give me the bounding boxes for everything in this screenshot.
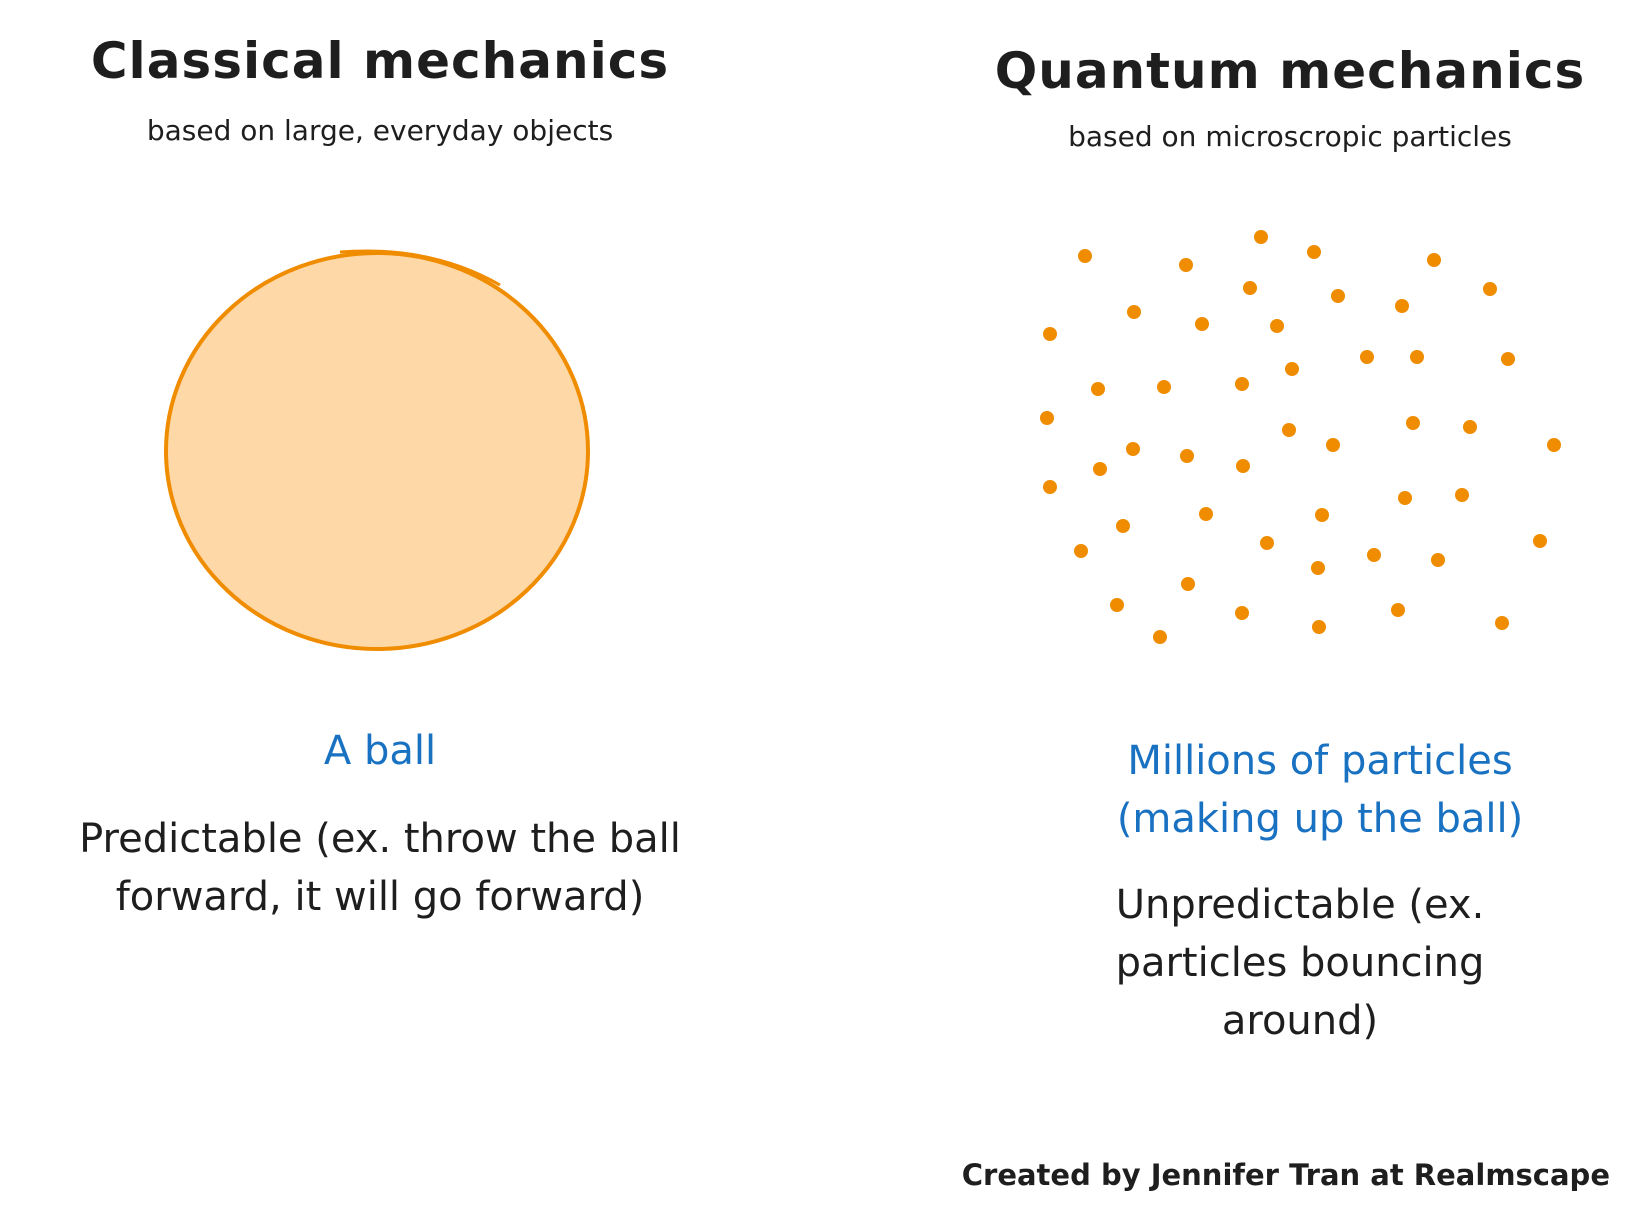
particle-dot bbox=[1236, 459, 1250, 473]
particle-dot bbox=[1547, 438, 1561, 452]
particle-dot bbox=[1074, 544, 1088, 558]
particle-dot bbox=[1199, 507, 1213, 521]
particles-caption: Millions of particles (making up the bal… bbox=[1116, 738, 1524, 842]
particle-dot bbox=[1311, 561, 1325, 575]
particle-dot bbox=[1260, 536, 1274, 550]
particle-dot bbox=[1153, 630, 1167, 644]
particle-dot bbox=[1181, 577, 1195, 591]
classical-title: Classical mechanics bbox=[90, 32, 670, 90]
particle-dot bbox=[1463, 420, 1477, 434]
particle-dot bbox=[1282, 423, 1296, 437]
particle-dot bbox=[1091, 382, 1105, 396]
particle-dot bbox=[1391, 603, 1405, 617]
particle-dot bbox=[1093, 462, 1107, 476]
particle-dot bbox=[1126, 442, 1140, 456]
particle-dot bbox=[1483, 282, 1497, 296]
particle-dot bbox=[1410, 350, 1424, 364]
particle-dot bbox=[1431, 553, 1445, 567]
particle-dot bbox=[1127, 305, 1141, 319]
particle-dot bbox=[1307, 245, 1321, 259]
ball-sketch-stroke bbox=[339, 249, 501, 287]
particle-dot bbox=[1254, 230, 1268, 244]
particle-dot bbox=[1180, 449, 1194, 463]
particle-dot bbox=[1367, 548, 1381, 562]
particle-dot bbox=[1195, 317, 1209, 331]
particle-dot bbox=[1043, 327, 1057, 341]
classical-subtitle: based on large, everyday objects bbox=[146, 114, 614, 147]
particle-dot bbox=[1235, 606, 1249, 620]
particle-dot bbox=[1315, 508, 1329, 522]
particle-dot bbox=[1406, 416, 1420, 430]
particle-dot bbox=[1427, 253, 1441, 267]
particle-dot bbox=[1395, 299, 1409, 313]
quantum-description: Unpredictable (ex. particles bouncing ar… bbox=[1115, 882, 1485, 1044]
particle-dot bbox=[1078, 249, 1092, 263]
particle-dot bbox=[1326, 438, 1340, 452]
particle-dot bbox=[1243, 281, 1257, 295]
particle-dot bbox=[1533, 534, 1547, 548]
ball-caption: A ball bbox=[323, 728, 437, 774]
particle-dot bbox=[1331, 289, 1345, 303]
particle-dot bbox=[1270, 319, 1284, 333]
particle-dot bbox=[1398, 491, 1412, 505]
particle-dot bbox=[1110, 598, 1124, 612]
quantum-title: Quantum mechanics bbox=[994, 42, 1586, 100]
particle-cloud bbox=[1040, 230, 1561, 644]
particle-dot bbox=[1116, 519, 1130, 533]
particle-dot bbox=[1501, 352, 1515, 366]
particle-dot bbox=[1040, 411, 1054, 425]
particle-dot bbox=[1179, 258, 1193, 272]
ball-illustration bbox=[164, 251, 590, 651]
particle-dot bbox=[1312, 620, 1326, 634]
particle-dot bbox=[1495, 616, 1509, 630]
particle-dot bbox=[1157, 380, 1171, 394]
classical-description: Predictable (ex. throw the ball forward,… bbox=[79, 816, 681, 920]
particle-dot bbox=[1455, 488, 1469, 502]
particle-dot bbox=[1043, 480, 1057, 494]
credit-line: Created by Jennifer Tran at Realmscape bbox=[961, 1158, 1610, 1192]
particle-dot bbox=[1285, 362, 1299, 376]
quantum-subtitle: based on microscropic particles bbox=[1068, 120, 1512, 153]
particle-dot bbox=[1360, 350, 1374, 364]
particle-dot bbox=[1235, 377, 1249, 391]
